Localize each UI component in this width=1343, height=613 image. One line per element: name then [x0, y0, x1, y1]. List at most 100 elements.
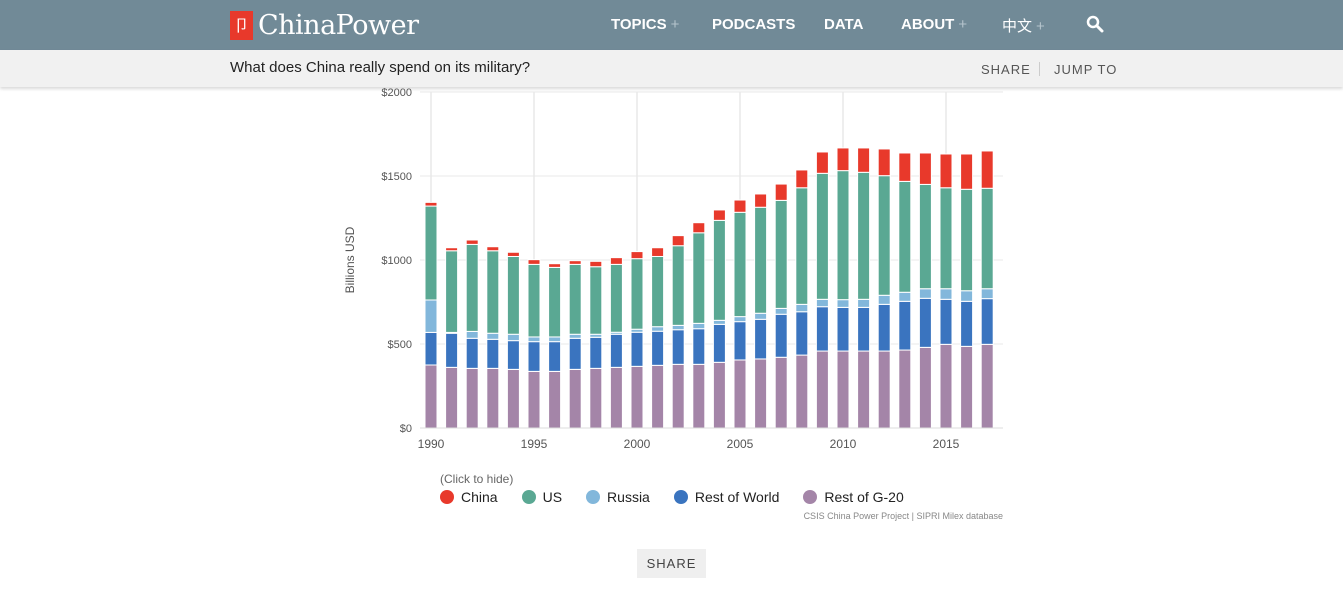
x-tick-label: 1990: [418, 437, 445, 451]
y-tick-label: $2000: [381, 87, 412, 99]
legend-label: Russia: [607, 489, 650, 505]
bar-china-1993: [486, 246, 500, 252]
bar-rest-of-world-2004: [712, 323, 726, 363]
bar-china-2016: [960, 153, 974, 190]
bar-rest-of-g-20-1993: [486, 367, 500, 429]
legend-dot-icon: [673, 490, 688, 504]
y-tick-label: $1500: [381, 171, 412, 183]
y-tick-label: $0: [400, 423, 412, 435]
bar-china-1990: [424, 201, 438, 207]
bar-russia-2004: [712, 319, 726, 325]
bar-rest-of-g-20-2006: [754, 358, 768, 429]
bar-russia-2001: [651, 326, 665, 332]
bar-us-1998: [589, 266, 603, 335]
bar-rest-of-world-2000: [630, 331, 644, 367]
bar-rest-of-g-20-1992: [465, 367, 479, 429]
bar-russia-2005: [733, 316, 747, 323]
legend-label: US: [542, 489, 563, 505]
bar-china-2010: [836, 147, 850, 172]
legend-item-rest-of-g-20[interactable]: Rest of G-20: [803, 489, 904, 505]
bar-china-2000: [630, 251, 644, 260]
legend-item-russia[interactable]: Russia: [586, 489, 650, 505]
nav-chinese[interactable]: 中文 +: [1002, 15, 1045, 36]
bar-china-2017: [980, 150, 994, 189]
legend-dot-icon: [803, 490, 818, 504]
nav-podcasts[interactable]: PODCASTS: [712, 16, 795, 33]
legend-hint: (Click to hide): [440, 472, 514, 486]
plus-icon: +: [1036, 18, 1045, 35]
logo-mark-icon: 卩: [230, 11, 253, 40]
bar-rest-of-world-1999: [609, 333, 623, 368]
bar-rest-of-g-20-2014: [918, 346, 932, 429]
jump-to-link[interactable]: JUMP TO: [1054, 62, 1118, 77]
x-tick-label: 2010: [830, 437, 857, 451]
bar-china-1999: [609, 257, 623, 265]
bar-rest-of-g-20-2007: [774, 356, 788, 429]
bar-russia-2013: [898, 291, 912, 302]
legend-label: China: [461, 489, 498, 505]
bar-rest-of-world-2007: [774, 313, 788, 358]
military-spending-chart: $0 $500 $1000 $1500 $2000 1990 1995 2000 2005 201…: [343, 87, 1003, 451]
nav-label: PODCASTS: [712, 16, 796, 33]
bar-rest-of-world-2002: [671, 329, 685, 365]
bar-rest-of-g-20-1998: [589, 367, 603, 429]
bar-rest-of-world-2010: [836, 306, 850, 352]
bar-china-2005: [733, 199, 747, 213]
bar-us-1992: [465, 243, 479, 332]
bar-rest-of-g-20-2010: [836, 350, 850, 429]
bar-rest-of-g-20-1999: [609, 366, 623, 429]
bar-china-2001: [651, 247, 665, 257]
y-tick-label: $1000: [381, 255, 412, 267]
bar-china-1998: [589, 260, 603, 268]
divider: [1039, 62, 1040, 76]
nav-about[interactable]: ABOUT +: [901, 16, 967, 33]
share-button[interactable]: SHARE: [637, 549, 706, 578]
bar-china-2008: [795, 169, 809, 189]
source-credit: CSIS China Power Project | SIPRI Milex d…: [803, 511, 1003, 521]
bar-china-2003: [692, 222, 706, 234]
bar-us-2016: [960, 188, 974, 292]
brand-name: ChinaPower: [258, 10, 419, 41]
bar-us-2007: [774, 199, 788, 309]
bar-russia-2009: [815, 298, 829, 308]
chinapower-logo[interactable]: 卩 ChinaPower: [230, 10, 419, 41]
bar-russia-2010: [836, 299, 850, 308]
bar-rest-of-world-1996: [548, 341, 562, 372]
bar-china-1991: [445, 247, 459, 252]
bar-russia-2011: [857, 298, 871, 308]
legend-dot-icon: [521, 490, 536, 504]
bar-russia-2006: [754, 312, 768, 320]
bar-rest-of-g-20-2001: [651, 364, 665, 429]
legend-dot-icon: [586, 490, 601, 504]
legend-item-us[interactable]: US: [521, 489, 563, 505]
bar-us-2013: [898, 180, 912, 293]
nav-topics[interactable]: TOPICS +: [611, 16, 679, 33]
bar-china-1996: [548, 263, 562, 268]
bar-russia-1994: [506, 333, 520, 342]
bar-china-1995: [527, 259, 541, 265]
nav-label: DATA: [824, 16, 864, 33]
bar-rest-of-g-20-2017: [980, 343, 994, 429]
bar-us-2011: [857, 171, 871, 300]
share-link[interactable]: SHARE: [981, 62, 1031, 77]
nav-data[interactable]: DATA: [824, 16, 863, 33]
legend-item-rest-of-world[interactable]: Rest of World: [673, 489, 779, 505]
x-tick-label: 2000: [624, 437, 651, 451]
bar-china-2012: [877, 148, 891, 177]
bar-us-2017: [980, 187, 994, 290]
bar-rest-of-g-20-2004: [712, 361, 726, 429]
bar-us-1995: [527, 263, 541, 338]
y-tick-label: $500: [388, 339, 412, 351]
bar-us-2008: [795, 187, 809, 305]
search-icon[interactable]: [1086, 15, 1104, 33]
bar-russia-2014: [918, 288, 932, 299]
bar-rest-of-g-20-2011: [857, 350, 871, 429]
bar-rest-of-world-2015: [939, 298, 953, 345]
bar-china-2007: [774, 183, 788, 201]
legend-item-china[interactable]: China: [440, 489, 498, 505]
bar-russia-1995: [527, 336, 541, 343]
bar-rest-of-g-20-1997: [568, 368, 582, 429]
bar-rest-of-g-20-1990: [424, 364, 438, 429]
bar-china-1997: [568, 260, 582, 265]
bar-us-2001: [651, 255, 665, 328]
